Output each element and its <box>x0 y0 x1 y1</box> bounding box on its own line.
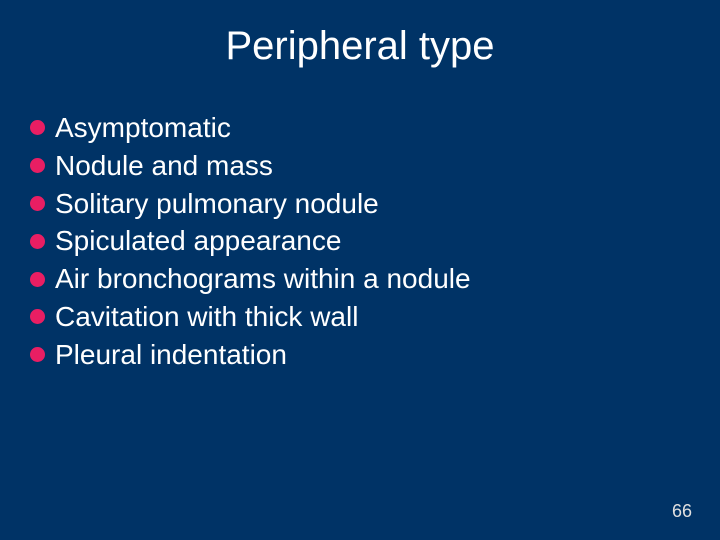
bullet-text: Asymptomatic <box>55 109 231 147</box>
page-number: 66 <box>672 501 692 522</box>
bullet-icon <box>30 120 45 135</box>
bullet-list: Asymptomatic Nodule and mass Solitary pu… <box>0 109 720 374</box>
list-item: Nodule and mass <box>30 147 720 185</box>
list-item: Air bronchograms within a nodule <box>30 260 720 298</box>
list-item: Asymptomatic <box>30 109 720 147</box>
list-item: Cavitation with thick wall <box>30 298 720 336</box>
slide-title: Peripheral type <box>0 0 720 109</box>
list-item: Solitary pulmonary nodule <box>30 185 720 223</box>
bullet-icon <box>30 347 45 362</box>
list-item: Pleural indentation <box>30 336 720 374</box>
bullet-icon <box>30 234 45 249</box>
bullet-text: Cavitation with thick wall <box>55 298 358 336</box>
bullet-icon <box>30 196 45 211</box>
bullet-text: Pleural indentation <box>55 336 287 374</box>
list-item: Spiculated appearance <box>30 222 720 260</box>
bullet-icon <box>30 309 45 324</box>
bullet-icon <box>30 272 45 287</box>
bullet-icon <box>30 158 45 173</box>
bullet-text: Solitary pulmonary nodule <box>55 185 379 223</box>
bullet-text: Air bronchograms within a nodule <box>55 260 471 298</box>
bullet-text: Nodule and mass <box>55 147 273 185</box>
bullet-text: Spiculated appearance <box>55 222 341 260</box>
